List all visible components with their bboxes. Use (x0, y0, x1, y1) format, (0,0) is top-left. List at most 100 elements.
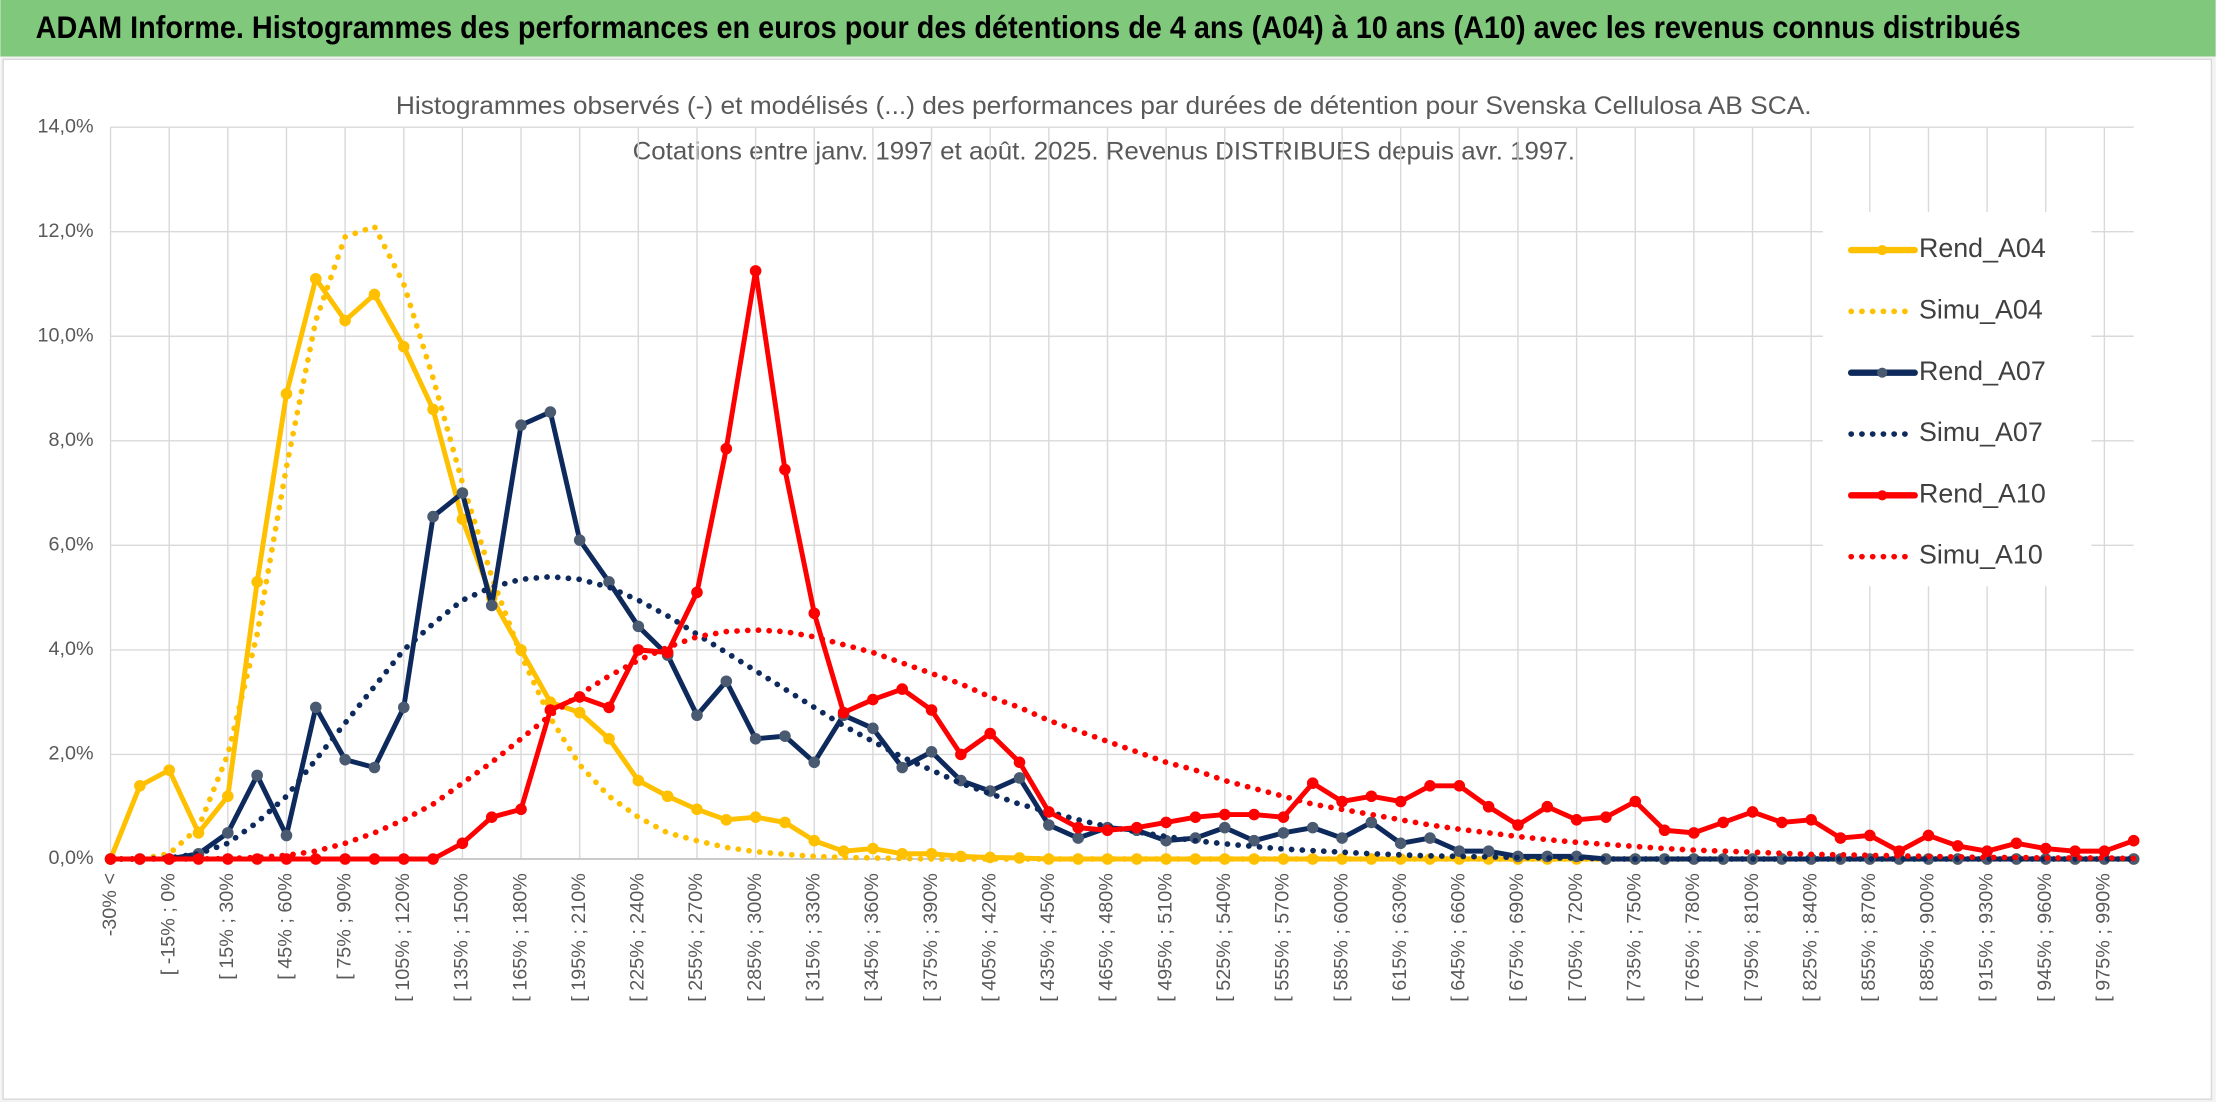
point (222, 827, 234, 839)
x-tick-label: [ 105% ; 120% (392, 873, 414, 1002)
x-tick-label: [ 915% ; 930% (1975, 873, 1997, 1002)
point (339, 314, 351, 327)
point (779, 730, 791, 742)
point (1541, 800, 1554, 813)
point (1482, 845, 1495, 857)
header-title: ADAM Informe. Histogrammes des performan… (36, 10, 2021, 45)
x-tick-label: [ 15% ; 30% (216, 873, 238, 980)
point (1394, 837, 1407, 850)
point (1717, 816, 1730, 829)
point (1306, 777, 1319, 789)
x-tick-label: [ 75% ; 90% (333, 873, 355, 980)
point (896, 683, 909, 695)
point (1864, 829, 1876, 842)
x-tick-label: [ 495% ; 510% (1154, 873, 1176, 1002)
point (896, 761, 909, 774)
point (368, 853, 381, 865)
x-tick-label: [ 525% ; 540% (1213, 873, 1235, 1002)
point (485, 599, 498, 612)
point (1160, 816, 1172, 829)
point (1013, 772, 1026, 784)
y-tick-label: 6,0% (49, 534, 94, 556)
point (1746, 806, 1759, 818)
point (925, 704, 938, 716)
point (1981, 845, 1993, 857)
legend-marker (1877, 367, 1888, 378)
point (1306, 821, 1319, 834)
point (1277, 811, 1290, 823)
point (1336, 832, 1348, 844)
legend-label: Simu_A04 (1919, 294, 2043, 324)
point (397, 701, 410, 714)
legend-marker (1877, 490, 1888, 501)
point (485, 811, 498, 823)
point (1277, 827, 1290, 839)
y-tick-label: 4,0% (49, 638, 94, 660)
x-tick-label: [ 345% ; 360% (861, 873, 883, 1002)
point (984, 727, 996, 740)
point (134, 780, 146, 792)
point (280, 387, 293, 400)
point (1218, 821, 1231, 834)
x-tick-label: [ -15% ; 0% (157, 873, 179, 975)
x-tick-label: [ 165% ; 180% (509, 873, 531, 1002)
point (867, 722, 879, 735)
point (661, 790, 674, 803)
point (1248, 834, 1260, 847)
y-tick-label: 14,0% (38, 115, 94, 137)
x-tick-label: [ 285% ; 300% (744, 873, 766, 1002)
legend-label: Simu_A07 (1919, 417, 2043, 447)
point (280, 829, 293, 842)
point (251, 769, 263, 782)
point (837, 845, 850, 857)
legend-label: Rend_A10 (1919, 478, 2046, 508)
point (456, 487, 469, 499)
point (1043, 819, 1055, 831)
x-tick-label: [ 855% ; 870% (1858, 873, 1880, 1002)
legend: Rend_A04 Simu_A04 Rend_A07 Simu_A07 Rend_A10… (1822, 211, 2092, 587)
point (1570, 813, 1583, 826)
plot (104, 223, 2140, 865)
point (427, 853, 439, 865)
point (1101, 824, 1114, 837)
point (163, 764, 175, 776)
x-tick-label: [ 195% ; 210% (568, 873, 590, 1002)
point (720, 813, 733, 826)
point (1922, 829, 1935, 842)
point (368, 288, 381, 301)
point (1365, 816, 1378, 829)
point (310, 272, 322, 285)
x-tick-label: [ 885% ; 900% (1917, 873, 1939, 1002)
point (222, 790, 234, 803)
x-tick-label: [ 555% ; 570% (1272, 873, 1294, 1002)
point (720, 675, 733, 688)
x-tick-label: [ 975% ; 990% (2093, 873, 2115, 1002)
point (427, 403, 439, 416)
point (691, 586, 703, 599)
point (515, 419, 527, 431)
x-tick-label: [ 675% ; 690% (1506, 873, 1528, 1002)
point (955, 748, 967, 761)
point (1394, 795, 1407, 808)
point (1688, 827, 1700, 839)
point (2127, 834, 2140, 847)
y-tick-label: 2,0% (49, 743, 94, 765)
point (808, 756, 821, 769)
point (1834, 832, 1847, 844)
point (808, 607, 821, 620)
point (573, 534, 586, 546)
point (779, 463, 791, 476)
x-tick-label: [ 315% ; 330% (802, 873, 824, 1002)
point (427, 510, 439, 523)
point (456, 837, 469, 850)
y-tick-label: 10,0% (38, 324, 94, 346)
x-tick-label: [ 705% ; 720% (1565, 873, 1587, 1002)
x-tick-label: [ 375% ; 390% (920, 873, 942, 1002)
point (837, 706, 850, 719)
point (632, 644, 645, 656)
point (867, 842, 879, 855)
point (1600, 811, 1612, 823)
point (1776, 816, 1788, 829)
point (1453, 780, 1466, 792)
